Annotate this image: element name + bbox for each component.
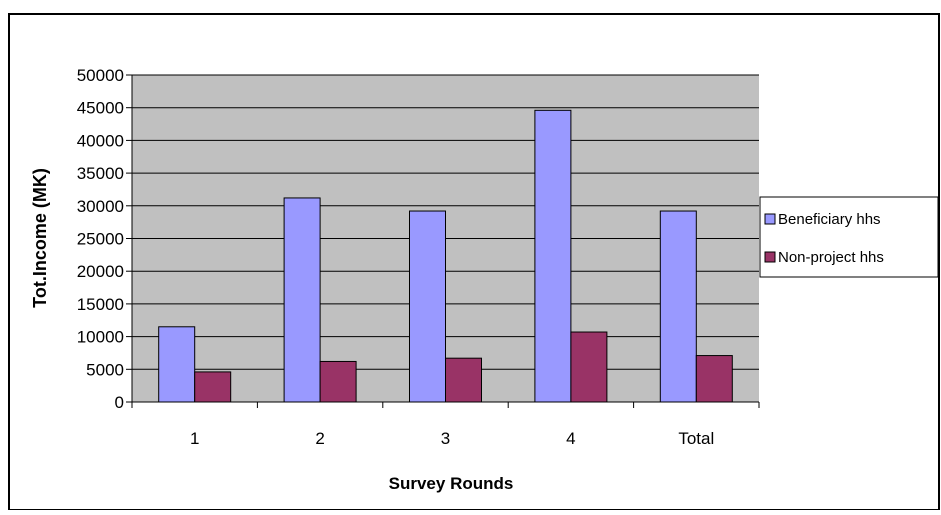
legend-label-non-project: Non-project hhs [778, 249, 884, 266]
y-tick-label: 15000 [77, 295, 124, 314]
x-axis-title: Survey Rounds [389, 474, 514, 493]
y-tick-label: 45000 [77, 99, 124, 118]
x-tick-label: 4 [566, 429, 575, 448]
y-tick-label: 50000 [77, 66, 124, 85]
bar-beneficiary [158, 326, 196, 403]
x-tick-label: Total [678, 429, 714, 448]
y-tick-label: 0 [115, 393, 124, 412]
bar-beneficiary [283, 197, 321, 403]
y-tick-label: 20000 [77, 262, 124, 281]
y-tick-label: 35000 [77, 164, 124, 183]
legend-swatch-non-project [764, 251, 776, 263]
x-tick-label: 2 [315, 429, 324, 448]
legend-box [759, 196, 939, 278]
bar-non-project [319, 360, 357, 403]
legend-swatch-beneficiary [764, 213, 776, 225]
y-tick-label: 30000 [77, 197, 124, 216]
legend-label-beneficiary: Beneficiary hhs [778, 211, 881, 228]
tick-labels: 0 5000 10000 15000 20000 25000 30000 35000 40000… [77, 66, 715, 448]
bar-non-project [695, 355, 733, 403]
x-tick-label: 1 [190, 429, 199, 448]
y-tick-label: 5000 [86, 360, 124, 379]
legend: Beneficiary hhs Non-project hhs [759, 196, 939, 278]
y-tick-label: 40000 [77, 131, 124, 150]
axes [126, 74, 760, 408]
y-tick-label: 25000 [77, 230, 124, 249]
bar-non-project [194, 371, 232, 403]
bar-non-project [570, 331, 608, 403]
x-tick-label: 3 [441, 429, 450, 448]
bar-non-project [445, 357, 482, 403]
y-tick-label: 10000 [77, 328, 124, 347]
bar-beneficiary [409, 210, 446, 403]
bar-beneficiary [534, 109, 572, 403]
bar-beneficiary [659, 210, 697, 403]
y-axis-title: Tot.Income (MK) [30, 168, 50, 308]
